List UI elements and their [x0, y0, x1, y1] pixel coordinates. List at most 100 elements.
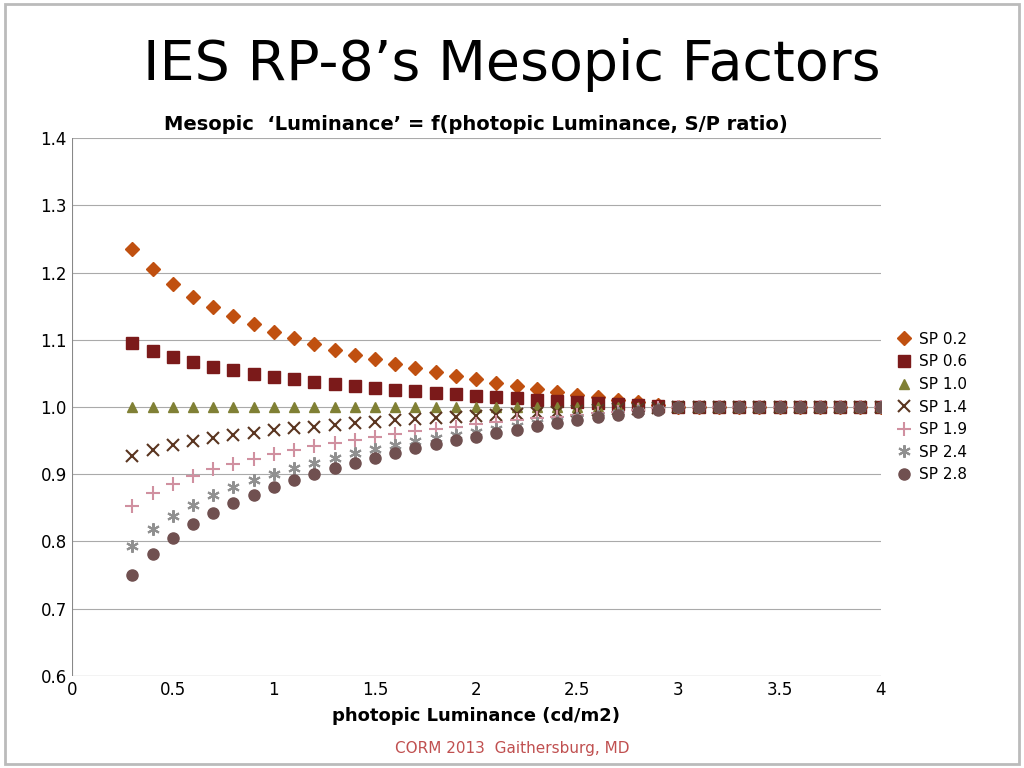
SP 1.9 — [733, 402, 745, 412]
SP 2.8 — [248, 490, 260, 499]
SP 2.8 — [571, 415, 584, 425]
SP 1.0 — [713, 402, 725, 412]
SP 2.8 — [692, 402, 705, 412]
SP 1.0 — [167, 402, 179, 412]
SP 1.4 — [854, 402, 866, 412]
SP 0.6 — [611, 399, 624, 409]
SP 0.2 — [126, 244, 138, 253]
SP 1.4 — [490, 410, 503, 419]
SP 1.9 — [673, 402, 685, 412]
SP 2.4 — [773, 402, 785, 412]
SP 2.4 — [652, 405, 665, 414]
SP 2.4 — [490, 424, 503, 433]
SP 0.6 — [450, 389, 462, 399]
SP 1.4 — [167, 441, 179, 450]
SP 1.4 — [268, 426, 281, 435]
SP 1.9 — [530, 414, 543, 423]
SP 0.2 — [713, 402, 725, 412]
X-axis label: photopic Luminance (cd/m2): photopic Luminance (cd/m2) — [332, 707, 621, 725]
SP 2.8 — [410, 444, 422, 453]
SP 2.4 — [349, 449, 361, 458]
SP 1.4 — [207, 433, 219, 442]
SP 2.4 — [713, 402, 725, 412]
SP 1.0 — [754, 402, 766, 412]
SP 1.9 — [632, 406, 644, 415]
SP 2.4 — [288, 463, 300, 472]
SP 0.6 — [369, 383, 381, 392]
SP 1.0 — [450, 402, 462, 412]
SP 1.9 — [511, 415, 523, 425]
SP 1.9 — [329, 439, 341, 448]
SP 0.2 — [551, 387, 563, 396]
SP 1.9 — [713, 402, 725, 412]
SP 2.8 — [268, 482, 281, 492]
SP 1.0 — [329, 402, 341, 412]
SP 2.4 — [632, 406, 644, 415]
SP 0.2 — [389, 359, 401, 369]
SP 2.8 — [794, 402, 806, 412]
SP 0.6 — [874, 402, 887, 412]
Line: SP 0.6: SP 0.6 — [127, 337, 886, 412]
SP 1.4 — [673, 402, 685, 412]
SP 2.8 — [592, 413, 604, 422]
SP 1.4 — [530, 408, 543, 417]
SP 0.6 — [652, 402, 665, 411]
SP 1.9 — [268, 449, 281, 458]
SP 1.4 — [733, 402, 745, 412]
SP 0.2 — [773, 402, 785, 412]
SP 0.6 — [268, 372, 281, 381]
SP 0.6 — [288, 375, 300, 384]
SP 1.9 — [308, 442, 321, 451]
SP 2.4 — [530, 419, 543, 428]
SP 2.8 — [490, 429, 503, 438]
SP 1.0 — [207, 402, 219, 412]
SP 1.9 — [571, 410, 584, 419]
SP 0.2 — [187, 292, 200, 301]
SP 1.0 — [470, 402, 482, 412]
SP 0.6 — [470, 391, 482, 400]
SP 2.8 — [349, 458, 361, 467]
SP 1.4 — [814, 402, 826, 412]
SP 0.6 — [854, 402, 866, 412]
SP 0.6 — [511, 394, 523, 403]
SP 2.4 — [410, 437, 422, 446]
SP 2.8 — [652, 405, 665, 414]
SP 0.2 — [470, 375, 482, 384]
SP 0.2 — [754, 402, 766, 412]
SP 0.2 — [288, 333, 300, 343]
SP 1.9 — [146, 488, 159, 498]
SP 1.0 — [410, 402, 422, 412]
SP 2.8 — [733, 402, 745, 412]
SP 1.4 — [227, 431, 240, 440]
SP 2.4 — [369, 445, 381, 454]
SP 1.0 — [389, 402, 401, 412]
SP 2.4 — [207, 491, 219, 500]
SP 1.0 — [288, 402, 300, 412]
SP 0.6 — [692, 402, 705, 412]
SP 0.2 — [673, 402, 685, 412]
SP 0.6 — [146, 346, 159, 356]
SP 0.6 — [794, 402, 806, 412]
Line: SP 0.2: SP 0.2 — [128, 244, 886, 412]
SP 0.6 — [248, 369, 260, 378]
SP 0.2 — [592, 392, 604, 402]
SP 0.2 — [268, 327, 281, 336]
Text: CORM 2013  Gaithersburg, MD: CORM 2013 Gaithersburg, MD — [394, 741, 630, 756]
SP 1.4 — [773, 402, 785, 412]
SP 2.8 — [369, 453, 381, 462]
SP 0.6 — [389, 385, 401, 394]
SP 1.0 — [227, 402, 240, 412]
SP 0.6 — [329, 379, 341, 389]
SP 1.0 — [430, 402, 442, 412]
SP 1.4 — [349, 419, 361, 428]
SP 0.2 — [835, 402, 847, 412]
SP 2.8 — [146, 549, 159, 558]
SP 1.4 — [126, 452, 138, 461]
SP 1.9 — [874, 402, 887, 412]
SP 0.6 — [227, 366, 240, 375]
SP 2.4 — [551, 416, 563, 425]
SP 1.0 — [611, 402, 624, 412]
SP 0.2 — [733, 402, 745, 412]
SP 1.9 — [652, 404, 665, 413]
SP 1.9 — [430, 424, 442, 433]
